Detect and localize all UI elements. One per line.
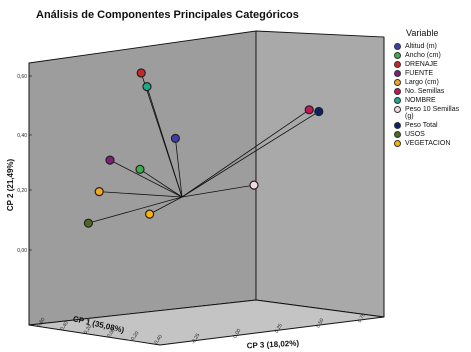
loading-point xyxy=(304,105,314,115)
y-tick-label: 0,00 xyxy=(17,248,27,254)
legend: Variable Altitud (m) Ancho (cm) DRENAJE FUE… xyxy=(394,29,459,149)
legend-item: FUENTE xyxy=(394,70,459,77)
loading-vector xyxy=(88,196,183,224)
legend-item: NOMBRE xyxy=(394,97,459,104)
chart-title: Análisis de Componentes Principales Cate… xyxy=(36,9,299,21)
loading-points xyxy=(83,68,324,228)
legend-marker-icon xyxy=(394,43,401,50)
legend-marker-icon xyxy=(394,131,401,138)
legend-item: No. Semillas xyxy=(394,88,459,95)
loading-point xyxy=(83,218,94,228)
loading-vectors xyxy=(88,72,320,224)
loading-point xyxy=(142,81,152,92)
z-tick-label: 0,00 xyxy=(232,328,242,340)
legend-marker-icon xyxy=(394,79,401,86)
z-axis-label: CP 3 (18,02%) xyxy=(247,339,300,351)
loading-point xyxy=(170,133,180,143)
legend-label: Peso Total xyxy=(405,122,438,129)
legend-label: No. Semillas xyxy=(405,88,445,95)
x-tick-label: 0,00 xyxy=(106,327,117,339)
legend-label: Altitud (m) xyxy=(405,43,437,50)
legend-marker-icon xyxy=(394,140,401,147)
x-tick-label: -0,40 xyxy=(152,334,164,347)
legend-marker-icon xyxy=(394,88,401,95)
legend-item: Peso 10 Semillas (g) xyxy=(394,106,459,120)
y-tick-label: 0,40 xyxy=(17,133,27,139)
legend-marker-icon xyxy=(394,52,401,59)
legend-item: DRENAJE xyxy=(394,61,459,68)
x-tick-label: 0,20 xyxy=(83,324,94,336)
z-tick-label: 0,25 xyxy=(274,323,284,335)
loading-vector xyxy=(109,159,183,198)
legend-item: VEGETACION xyxy=(394,140,459,147)
legend-marker-icon xyxy=(394,97,401,104)
loading-vector xyxy=(139,168,183,198)
z-tick-label: 0,75 xyxy=(357,312,367,324)
x-tick-label: -0,20 xyxy=(129,330,141,343)
loading-point xyxy=(314,106,324,117)
legend-label: Peso 10 Semillas (g) xyxy=(405,106,460,120)
legend-label: NOMBRE xyxy=(405,97,436,104)
back-right-wall xyxy=(255,30,385,318)
legend-title: Variable xyxy=(406,28,439,38)
legend-items: Altitud (m) Ancho (cm) DRENAJE FUENTE Largo … xyxy=(394,43,459,147)
loading-vector xyxy=(181,111,320,198)
y-tick-label: 0,60 xyxy=(17,74,27,80)
legend-item: Largo (cm) xyxy=(394,79,459,86)
x-tick-label: 0,60 xyxy=(36,317,47,329)
legend-item: Ancho (cm) xyxy=(394,52,459,59)
loading-point xyxy=(136,68,146,78)
loading-vector xyxy=(181,109,310,198)
loading-point xyxy=(105,155,115,165)
legend-label: USOS xyxy=(405,131,425,138)
loading-point xyxy=(135,164,145,174)
legend-label: Ancho (cm) xyxy=(405,52,441,59)
legend-item: Altitud (m) xyxy=(394,43,459,50)
legend-marker-icon xyxy=(394,122,401,129)
loading-vector xyxy=(181,184,255,198)
legend-label: Largo (cm) xyxy=(405,79,439,86)
legend-marker-icon xyxy=(394,61,401,68)
legend-label: FUENTE xyxy=(405,70,433,77)
legend-label: DRENAJE xyxy=(405,61,438,68)
plot-box xyxy=(28,30,385,346)
legend-marker-icon xyxy=(394,70,401,77)
legend-item: USOS xyxy=(394,131,459,138)
y-tick-label: 0,20 xyxy=(17,188,27,194)
loading-vector xyxy=(146,86,183,198)
axis-ticks: 0,00 0,20 0,40 0,60 -0,40 -0,20 0,00 0,20 0,40 0,… xyxy=(17,74,367,347)
loading-vector xyxy=(175,138,183,198)
z-tick-label: 0,50 xyxy=(315,317,325,329)
y-axis-label: CP 2 (21,49%) xyxy=(6,159,15,212)
legend-marker-icon xyxy=(394,106,401,113)
loading-vector xyxy=(99,191,183,198)
loading-point xyxy=(145,209,155,219)
z-tick-label: -0,25 xyxy=(190,332,201,345)
loading-point xyxy=(249,180,259,190)
x-tick-label: 0,40 xyxy=(59,320,70,332)
loading-point xyxy=(94,187,104,197)
legend-label: VEGETACION xyxy=(405,140,451,147)
loading-vector xyxy=(149,196,183,215)
legend-item: Peso Total xyxy=(394,122,459,129)
